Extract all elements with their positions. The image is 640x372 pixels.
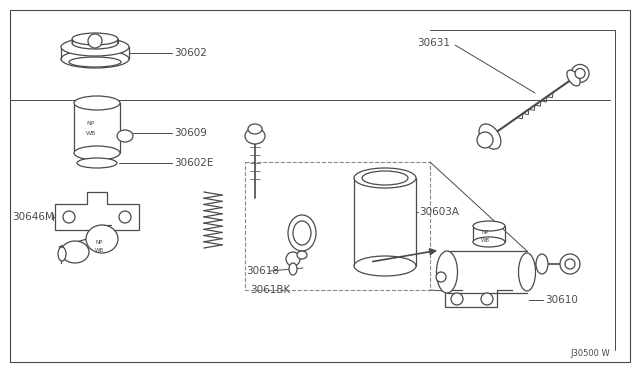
- Ellipse shape: [436, 251, 458, 293]
- Ellipse shape: [72, 33, 118, 45]
- Ellipse shape: [354, 256, 416, 276]
- Ellipse shape: [74, 96, 120, 110]
- Ellipse shape: [61, 50, 129, 68]
- Circle shape: [575, 68, 585, 78]
- Text: 30602: 30602: [174, 48, 207, 58]
- Text: WB: WB: [95, 247, 104, 253]
- Circle shape: [286, 252, 300, 266]
- Text: WB: WB: [481, 237, 490, 243]
- Text: NP: NP: [481, 230, 489, 234]
- Text: 30603A: 30603A: [419, 207, 459, 217]
- Ellipse shape: [479, 124, 501, 149]
- Ellipse shape: [567, 70, 580, 86]
- Ellipse shape: [473, 237, 505, 247]
- Ellipse shape: [297, 251, 307, 259]
- Polygon shape: [445, 290, 512, 307]
- Text: 30631: 30631: [417, 38, 450, 48]
- Ellipse shape: [289, 263, 297, 275]
- Text: 30646M: 30646M: [12, 212, 54, 222]
- Text: NP: NP: [87, 121, 95, 125]
- Circle shape: [560, 254, 580, 274]
- Ellipse shape: [117, 130, 133, 142]
- Circle shape: [565, 259, 575, 269]
- Ellipse shape: [245, 128, 265, 144]
- Text: WB: WB: [86, 131, 96, 135]
- Ellipse shape: [69, 57, 121, 67]
- Circle shape: [571, 64, 589, 83]
- Ellipse shape: [72, 37, 118, 49]
- Ellipse shape: [58, 247, 66, 261]
- Ellipse shape: [61, 241, 89, 263]
- Circle shape: [481, 293, 493, 305]
- Ellipse shape: [74, 146, 120, 160]
- Ellipse shape: [77, 158, 117, 168]
- Text: 3061BK: 3061BK: [250, 285, 291, 295]
- Circle shape: [436, 272, 446, 282]
- Ellipse shape: [293, 221, 311, 245]
- Text: 30610: 30610: [545, 295, 578, 305]
- Ellipse shape: [362, 171, 408, 185]
- Ellipse shape: [288, 215, 316, 251]
- Text: 30609: 30609: [174, 128, 207, 138]
- Ellipse shape: [86, 225, 118, 253]
- Ellipse shape: [354, 168, 416, 188]
- Text: 30602E: 30602E: [174, 158, 213, 168]
- Ellipse shape: [536, 254, 548, 274]
- Circle shape: [63, 211, 75, 223]
- Text: 30618: 30618: [246, 266, 279, 276]
- Circle shape: [88, 34, 102, 48]
- Circle shape: [451, 293, 463, 305]
- Text: NP: NP: [95, 240, 102, 244]
- Ellipse shape: [473, 221, 505, 231]
- Circle shape: [477, 132, 493, 148]
- Circle shape: [119, 211, 131, 223]
- Text: J30500 W: J30500 W: [570, 349, 610, 358]
- Polygon shape: [55, 192, 139, 230]
- Ellipse shape: [61, 38, 129, 56]
- Ellipse shape: [518, 253, 536, 291]
- Bar: [245, 162, 430, 290]
- Ellipse shape: [248, 124, 262, 134]
